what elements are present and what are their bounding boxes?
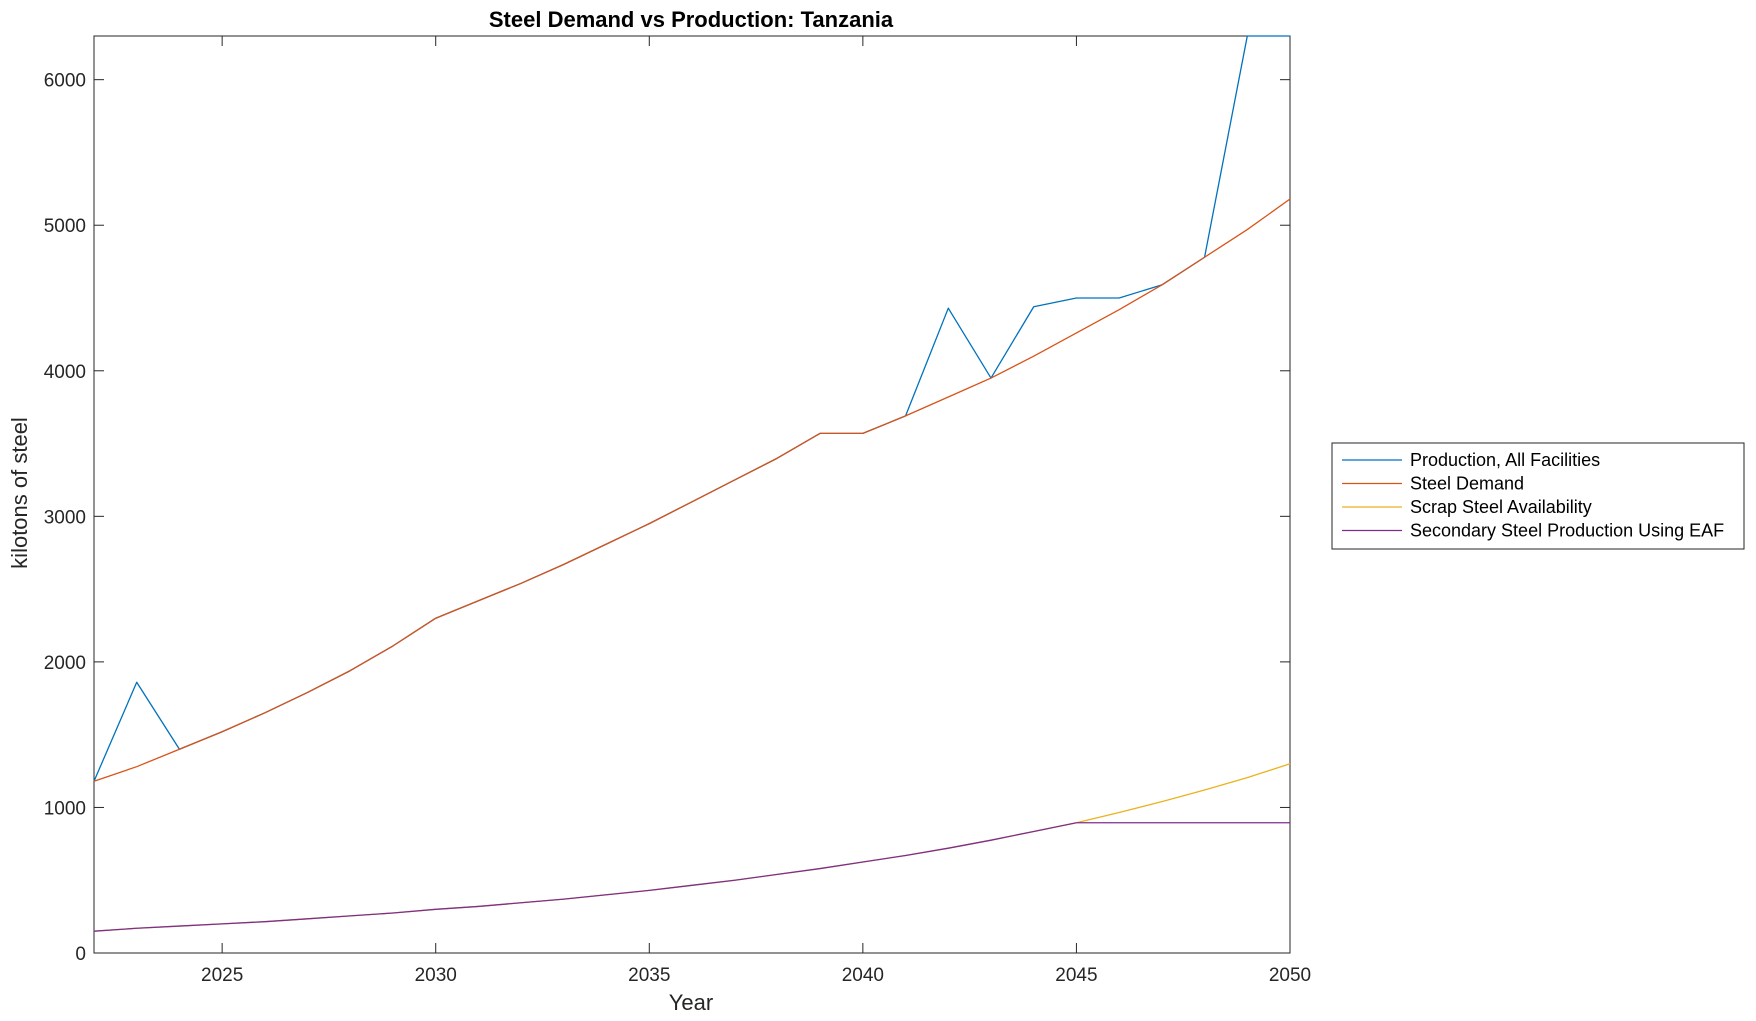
y-tick-label: 5000 <box>44 216 86 237</box>
y-tick-label: 2000 <box>44 653 86 674</box>
x-axis: 2025 2030 2035 2040 2045 2050 <box>201 36 1311 986</box>
y-tick-label: 6000 <box>44 71 86 92</box>
chart-title: Steel Demand vs Production: Tanzania <box>489 7 894 32</box>
x-tick-label: 2035 <box>628 965 670 986</box>
legend-label: Steel Demand <box>1410 474 1524 494</box>
x-tick-label: 2050 <box>1269 965 1311 986</box>
series-line-2 <box>93 198 1291 782</box>
y-tick-label: 1000 <box>44 798 86 819</box>
x-tick-label: 2040 <box>842 965 884 986</box>
y-tick-label: 4000 <box>44 362 86 383</box>
y-tick-label: 0 <box>75 944 86 965</box>
plot-area <box>93 35 1291 954</box>
x-tick-label: 2030 <box>415 965 457 986</box>
x-tick-label: 2025 <box>201 965 243 986</box>
legend: Production, All Facilities Steel Demand Sc… <box>1331 442 1745 550</box>
series-lines <box>93 35 1291 932</box>
y-axis: 0 1000 2000 3000 4000 5000 6000 <box>44 71 1290 965</box>
plot-frame <box>93 35 1291 954</box>
y-tick-label: 3000 <box>44 507 86 528</box>
legend-label: Secondary Steel Production Using EAF <box>1410 521 1724 541</box>
series-line-4 <box>93 822 1290 932</box>
legend-label: Scrap Steel Availability <box>1410 497 1592 517</box>
y-axis-label: kilotons of steel <box>7 417 32 569</box>
legend-label: Production, All Facilities <box>1410 450 1600 470</box>
x-axis-label: Year <box>669 990 713 1015</box>
legend-box <box>1331 442 1745 550</box>
x-tick-label: 2045 <box>1055 965 1097 986</box>
